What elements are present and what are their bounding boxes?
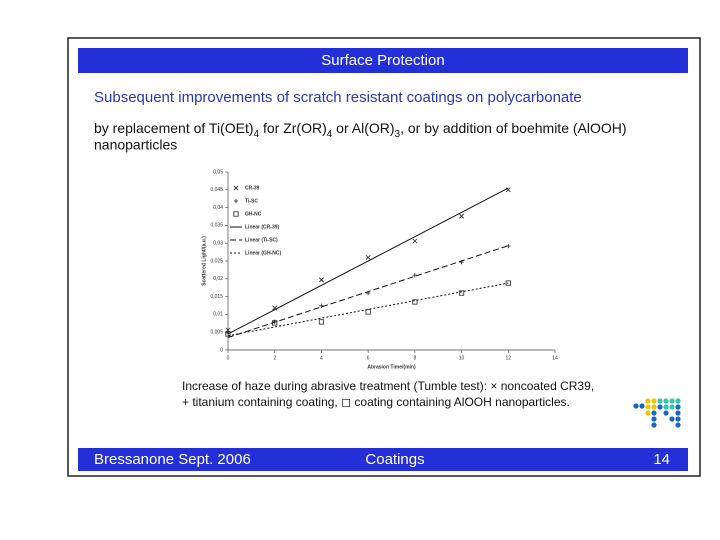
y-tick-label: 0,03 [213, 241, 223, 247]
x-tick-label: 10 [459, 355, 465, 361]
y-tick-label: 0,04 [213, 205, 223, 211]
data-point [412, 238, 418, 244]
y-axis-label: Scattered Light/(a.u.) [201, 236, 207, 286]
marker-stroke [505, 187, 511, 193]
x-tick-label: 6 [367, 355, 370, 361]
marker-stroke [412, 299, 418, 305]
y-tick-label: 0,05 [213, 169, 223, 175]
x-tick-label: 14 [552, 355, 558, 361]
marker-stroke [272, 305, 278, 311]
body-part: , or by addition of boehmite (AlOOH) [400, 120, 626, 136]
subscript: 3 [395, 129, 401, 140]
marker-stroke [318, 319, 325, 325]
caption: + titanium containing coating, ◻ coating… [182, 395, 570, 409]
legend-marker [233, 211, 239, 217]
data-point [365, 290, 371, 296]
marker-stroke [365, 309, 371, 315]
fit-line [227, 187, 509, 335]
marker-stroke [459, 213, 465, 219]
marker-stroke [412, 238, 418, 244]
caption: Increase of haze during abrasive treatme… [182, 379, 594, 393]
data-point [505, 187, 511, 193]
marker-stroke [505, 280, 511, 286]
legend-marker [233, 198, 239, 204]
data-point [318, 277, 324, 283]
data-point [505, 280, 511, 286]
data-point [506, 243, 511, 249]
header-bar [78, 48, 688, 73]
x-tick-label: 12 [506, 355, 512, 361]
data-point [412, 299, 418, 305]
y-tick-label: 0,01 [213, 312, 223, 318]
y-tick-label: 0,045 [210, 187, 223, 193]
data-point [272, 305, 278, 311]
data-point [412, 273, 418, 278]
chart: 0 0,005 0,01 0,015 0,02 0,025 0,03 0,035 0,04 0,0… [196, 165, 568, 375]
legend-label: Linear (GH-NC) [245, 250, 281, 256]
body-part: for Zr(OR) [259, 120, 327, 136]
footer-center: Coatings [365, 451, 424, 468]
body-part: by replacement of Ti(OEt) [94, 120, 254, 136]
legend-label: Linear (CR-39) [245, 224, 280, 230]
marker-stroke [458, 290, 465, 296]
data-point [459, 213, 465, 219]
y-tick-label: 0,015 [210, 294, 223, 300]
marker-stroke [272, 320, 278, 326]
marker-stroke [225, 331, 231, 337]
x-tick-label: 4 [320, 355, 323, 361]
body-part: or Al(OR) [332, 120, 394, 136]
y-tick-label: 0,005 [210, 330, 223, 336]
legend-label: CR-39 [245, 185, 260, 191]
data-point [458, 290, 465, 296]
x-axis-label: Abrasion Time/(min) [367, 364, 416, 370]
data-point [365, 254, 371, 260]
legend-label: Ti-SC [245, 198, 258, 204]
y-tick-label: 0,02 [213, 276, 223, 282]
data-point [365, 309, 371, 315]
marker-stroke [233, 211, 239, 217]
subtitle: Subsequent improvements of scratch resis… [94, 89, 582, 106]
footer-left: Bressanone Sept. 2006 [94, 451, 251, 468]
logo [633, 398, 681, 428]
fit-line [227, 282, 509, 337]
x-tick-label: 0 [227, 355, 230, 361]
header-title: Surface Protection [321, 52, 444, 69]
y-tick-label: 0,035 [210, 223, 223, 229]
body-text: nanoparticles [94, 137, 177, 153]
data-point [272, 320, 278, 326]
body-text: by replacement of Ti(OEt)4 for Zr(OR)4 o… [94, 120, 627, 140]
marker-stroke [365, 254, 371, 260]
marker-stroke [318, 277, 324, 283]
subscript: 4 [254, 129, 260, 140]
footer-bar [78, 448, 688, 471]
data-point [225, 331, 231, 337]
data-point [319, 303, 324, 309]
subscript: 4 [327, 129, 333, 140]
footer-right: 14 [653, 451, 670, 468]
x-tick-label: 2 [273, 355, 276, 361]
legend-marker [233, 185, 239, 191]
y-tick-label: 0 [220, 347, 223, 353]
x-tick-label: 8 [413, 355, 416, 361]
data-point [459, 259, 464, 265]
data-point [318, 319, 325, 325]
marker-stroke [233, 185, 239, 191]
y-tick-label: 0,025 [210, 258, 223, 264]
legend-label: GH-NC [245, 211, 262, 217]
chart-background [196, 165, 568, 375]
legend-label: Linear (Ti-SC) [245, 237, 278, 243]
